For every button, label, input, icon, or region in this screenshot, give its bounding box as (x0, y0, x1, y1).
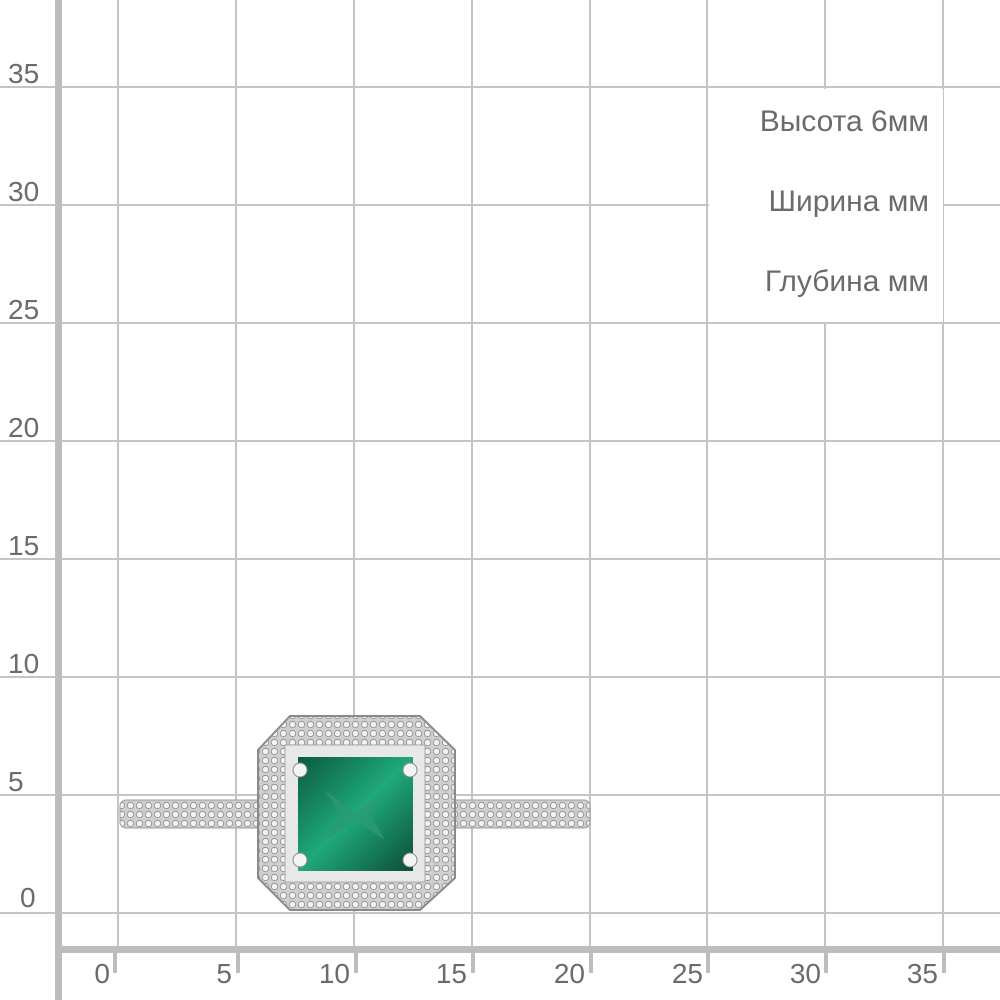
y-tick-label: 20 (8, 412, 40, 443)
x-tick (942, 953, 946, 973)
grid-line (235, 0, 237, 948)
y-tick-label: 10 (8, 648, 40, 679)
dimensions-panel: Высота 6мм Ширина мм Глубина мм (709, 89, 943, 322)
y-tick-label: 25 (8, 294, 40, 325)
x-tick-label: 35 (906, 958, 938, 989)
x-tick (706, 953, 710, 973)
x-tick-label: 30 (789, 958, 821, 989)
grid-line (353, 0, 355, 948)
prongs (292, 762, 418, 868)
x-tick-label: 0 (94, 958, 110, 989)
y-tick-label: 0 (20, 882, 36, 913)
grid-line (471, 0, 473, 948)
x-tick (354, 953, 358, 973)
x-tick (589, 953, 593, 973)
x-tick-label: 15 (435, 958, 467, 989)
x-tick-label: 10 (318, 958, 350, 989)
y-tick-label: 15 (8, 530, 40, 561)
depth-label: Глубина мм (764, 265, 929, 298)
grid-line (824, 0, 826, 948)
grid-line (0, 676, 1000, 678)
grid-line (0, 86, 1000, 88)
grid-line (0, 204, 1000, 206)
grid-line (0, 912, 1000, 914)
grid-line (0, 322, 1000, 324)
y-axis (55, 0, 62, 1000)
grid-line (589, 0, 591, 948)
x-tick-label: 5 (216, 958, 232, 989)
y-tick-label: 35 (8, 58, 40, 89)
y-tick-label: 30 (8, 176, 40, 207)
x-tick (113, 953, 117, 973)
x-tick (824, 953, 828, 973)
width-label: Ширина мм (768, 185, 929, 218)
grid-line (706, 0, 708, 948)
height-label: Высота 6мм (759, 105, 929, 138)
grid-line (942, 0, 944, 948)
x-tick (471, 953, 475, 973)
grid-line (117, 0, 119, 948)
x-axis (55, 946, 1000, 953)
y-tick-label: 5 (8, 766, 24, 797)
x-tick-label: 20 (553, 958, 585, 989)
x-tick-label: 25 (671, 958, 703, 989)
grid-line (0, 794, 1000, 796)
grid-line (0, 440, 1000, 442)
x-tick (236, 953, 240, 973)
grid-line (0, 558, 1000, 560)
stone-facet (325, 790, 385, 840)
